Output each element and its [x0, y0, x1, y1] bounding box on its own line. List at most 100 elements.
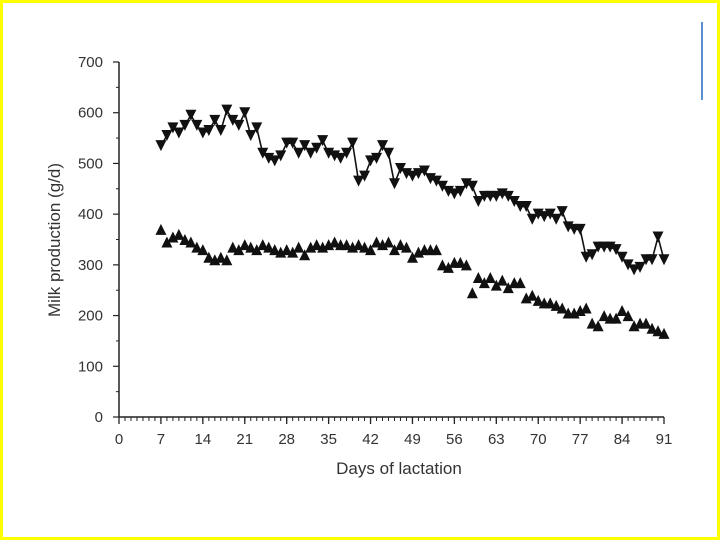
data-point	[388, 244, 400, 256]
data-point	[472, 195, 484, 207]
data-point	[341, 147, 353, 159]
data-point	[239, 239, 251, 251]
data-point	[610, 312, 622, 324]
data-point	[311, 142, 323, 154]
data-point	[287, 137, 299, 149]
x-tick-label: 49	[404, 431, 421, 448]
data-point	[185, 109, 197, 121]
data-point	[472, 272, 484, 284]
data-point	[550, 213, 562, 225]
data-point	[383, 147, 395, 159]
data-point	[610, 244, 622, 256]
x-tick-label: 84	[614, 431, 631, 448]
x-tick-label: 56	[446, 431, 463, 448]
data-point	[245, 241, 257, 253]
y-tick-label: 700	[78, 54, 103, 71]
data-point	[430, 244, 442, 256]
data-point	[616, 305, 628, 316]
data-point	[490, 190, 502, 202]
data-point	[173, 127, 185, 139]
data-point	[371, 236, 383, 248]
x-tick-label: 70	[530, 431, 547, 448]
data-point	[622, 310, 634, 322]
y-axis-label: Milk production (g/d)	[45, 163, 64, 317]
data-point	[191, 241, 203, 253]
data-point	[215, 124, 227, 136]
data-point	[221, 104, 233, 116]
data-point	[634, 261, 646, 273]
data-point	[245, 130, 257, 142]
y-tick-label: 400	[78, 206, 103, 223]
data-point	[592, 320, 604, 332]
data-point	[293, 147, 305, 159]
data-point	[251, 244, 263, 256]
data-point	[365, 155, 377, 167]
data-point	[412, 168, 424, 180]
data-point	[281, 244, 293, 256]
data-point	[371, 152, 383, 164]
data-point	[359, 241, 371, 253]
data-point	[257, 239, 269, 251]
data-point	[209, 114, 221, 126]
data-point	[646, 254, 658, 266]
data-point	[353, 175, 365, 187]
x-tick-label: 28	[278, 431, 295, 448]
data-point	[436, 259, 448, 271]
data-point	[167, 122, 179, 134]
data-point	[652, 231, 664, 243]
x-tick-label: 77	[572, 431, 589, 448]
data-point	[335, 152, 347, 164]
decorative-line	[701, 22, 703, 100]
y-tick-label: 0	[95, 409, 103, 426]
data-point	[233, 119, 245, 131]
data-point	[508, 195, 520, 207]
data-point	[388, 178, 400, 190]
ticks: 0 100 200 300 400 500 600 700 0 7 14 21 28 35 42 49 56 63…	[78, 54, 672, 448]
data-point	[233, 244, 245, 256]
data-point	[275, 150, 287, 162]
data-point	[161, 236, 173, 248]
data-point	[544, 297, 556, 309]
data-point	[179, 119, 191, 131]
x-axis-label: Days of lactation	[336, 459, 462, 478]
data-point	[365, 244, 377, 256]
data-point	[299, 140, 311, 152]
data-point	[257, 147, 269, 159]
data-point	[394, 239, 406, 251]
data-point	[478, 277, 490, 289]
data-point	[197, 127, 209, 139]
data-point	[484, 272, 496, 284]
data-point	[400, 241, 412, 253]
data-point	[574, 223, 586, 235]
data-point	[406, 170, 418, 182]
data-point	[586, 249, 598, 261]
y-tick-label: 500	[78, 155, 103, 172]
data-point	[418, 165, 430, 177]
data-point	[299, 249, 311, 261]
data-point	[311, 239, 323, 251]
data-point	[394, 163, 406, 174]
data-point	[538, 211, 550, 223]
data-point	[317, 135, 329, 147]
data-point	[580, 251, 592, 263]
series-line	[160, 108, 665, 271]
data-point	[502, 190, 514, 202]
data-point	[616, 251, 628, 263]
x-tick-label: 14	[195, 431, 212, 448]
data-point	[263, 241, 275, 253]
x-tick-label: 42	[362, 431, 379, 448]
data-point	[646, 322, 658, 334]
data-point	[598, 310, 610, 322]
data-point	[155, 223, 167, 235]
x-tick-label: 21	[236, 431, 253, 448]
x-tick-label: 63	[488, 431, 505, 448]
data-point	[430, 175, 442, 187]
data-point	[347, 137, 359, 149]
y-tick-label: 100	[78, 358, 103, 375]
data-point	[305, 147, 317, 159]
data-point	[526, 213, 538, 225]
data-point	[269, 244, 281, 256]
data-point	[550, 299, 562, 311]
data-point	[269, 155, 281, 167]
